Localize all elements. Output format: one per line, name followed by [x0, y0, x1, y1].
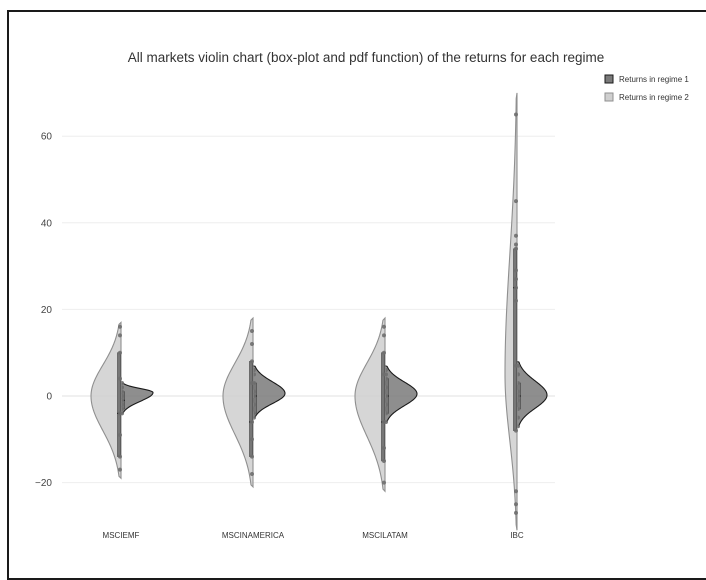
violin-half — [252, 364, 286, 419]
data-point — [250, 342, 254, 347]
data-point — [514, 233, 518, 238]
data-point — [382, 458, 386, 463]
legend[interactable]: Returns in regime 1 Returns in regime 2 — [604, 74, 689, 102]
data-point — [514, 298, 518, 303]
data-point — [514, 242, 518, 247]
violin-half — [516, 360, 548, 428]
data-point — [382, 445, 386, 450]
data-point — [514, 363, 518, 368]
data-point — [514, 285, 518, 290]
data-point — [514, 510, 518, 515]
data-point — [382, 372, 386, 377]
data-point — [250, 329, 254, 334]
x-category-label: MSCILATAM — [362, 531, 408, 540]
data-point — [118, 454, 122, 459]
legend-label[interactable]: Returns in regime 2 — [619, 93, 689, 102]
data-point — [118, 350, 122, 355]
data-point — [382, 333, 386, 338]
gridlines — [62, 135, 555, 484]
data-point — [250, 359, 254, 364]
y-tick-label: 60 — [41, 132, 53, 143]
legend-label[interactable]: Returns in regime 1 — [619, 75, 689, 84]
violin-half — [222, 316, 254, 489]
data-point — [514, 277, 518, 282]
data-point — [118, 411, 122, 416]
data-point — [382, 324, 386, 329]
box — [249, 361, 253, 457]
x-category-label: IBC — [510, 531, 524, 540]
data-point — [514, 268, 518, 273]
box — [381, 352, 385, 462]
y-tick-label: 20 — [41, 305, 53, 316]
data-point — [514, 502, 518, 507]
violin-half — [384, 364, 418, 423]
box — [253, 382, 257, 414]
data-point — [382, 350, 386, 355]
chart-title: All markets violin chart (box-plot and p… — [128, 50, 604, 65]
data-point — [250, 437, 254, 442]
data-point — [514, 246, 518, 251]
data-point — [514, 428, 518, 433]
box — [513, 248, 517, 431]
data-point — [250, 419, 254, 424]
violin-half — [90, 321, 122, 480]
violin-half — [354, 316, 386, 493]
data-point — [382, 419, 386, 424]
data-point — [118, 467, 122, 472]
data-point — [118, 376, 122, 381]
data-point — [514, 489, 518, 494]
legend-swatch[interactable] — [604, 92, 614, 102]
y-tick-label: 0 — [46, 392, 52, 403]
chart-frame — [7, 10, 706, 580]
data-point — [250, 381, 254, 386]
y-tick-label: −20 — [35, 478, 52, 489]
x-category-label: MSCIEMF — [103, 531, 140, 540]
y-axis-ticks: −20 0 20 40 60 — [35, 132, 52, 489]
data-point — [250, 471, 254, 476]
data-point — [514, 199, 518, 204]
data-point — [118, 333, 122, 338]
legend-swatch[interactable] — [604, 74, 614, 84]
data-point — [250, 454, 254, 459]
data-point — [118, 432, 122, 437]
data-point — [118, 324, 122, 329]
data-point — [514, 112, 518, 117]
y-tick-label: 40 — [41, 218, 53, 229]
violins — [90, 92, 548, 531]
x-axis-categories: MSCIEMF MSCINAMERICA MSCILATAM IBC — [103, 531, 524, 540]
x-category-label: MSCINAMERICA — [222, 531, 285, 540]
violin-half — [120, 382, 154, 414]
box — [117, 352, 121, 457]
data-point — [382, 480, 386, 485]
